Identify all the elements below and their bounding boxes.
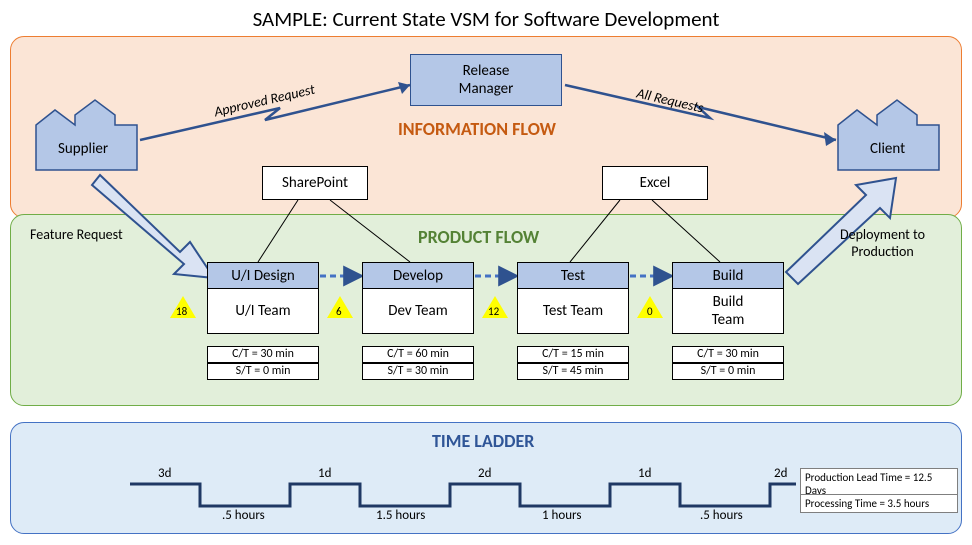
release-manager: Release Manager <box>410 54 562 106</box>
proc-test: Test Test Team <box>517 262 629 334</box>
proc-build: Build Build Team <box>672 262 784 334</box>
m-dev-st: S/T = 30 min <box>362 363 474 380</box>
lb3: .5 hours <box>700 508 743 523</box>
m-ui-st: S/T = 0 min <box>207 363 319 380</box>
m-dev-ct: C/T = 60 min <box>362 346 474 363</box>
lb2: 1 hours <box>542 508 581 523</box>
inv-dev-v: 6 <box>336 305 342 318</box>
proc-build-hdr: Build <box>673 263 783 289</box>
lt0: 3d <box>158 466 171 481</box>
inv-ui-v: 18 <box>176 305 187 318</box>
m-ui-ct: C/T = 30 min <box>207 346 319 363</box>
lb1: 1.5 hours <box>376 508 425 523</box>
inv-test-v: 12 <box>488 305 499 318</box>
proc-build-team: Build Team <box>673 289 783 333</box>
proc-ui-hdr: U/I Design <box>208 263 318 289</box>
proc-test-hdr: Test <box>518 263 628 289</box>
m-build-ct: C/T = 30 min <box>672 346 784 363</box>
m-test-st: S/T = 45 min <box>517 363 629 380</box>
summary-proc: Processing Time = 3.5 hours <box>800 494 958 513</box>
excel-box: Excel <box>602 166 708 200</box>
lt4: 2d <box>774 466 787 481</box>
lt2: 2d <box>478 466 491 481</box>
proc-dev: Develop Dev Team <box>362 262 474 334</box>
lt1: 1d <box>318 466 331 481</box>
client-text: Client <box>870 140 905 158</box>
info-label: INFORMATION FLOW <box>398 118 556 140</box>
proc-dev-team: Dev Team <box>363 289 473 333</box>
sharepoint-box: SharePoint <box>262 166 368 200</box>
product-label: PRODUCT FLOW <box>418 226 539 248</box>
inv-build-v: 0 <box>647 305 653 318</box>
deploy-label: Deployment to Production <box>840 226 925 260</box>
lb0: .5 hours <box>222 508 265 523</box>
lt3: 1d <box>638 466 651 481</box>
ladder-label: TIME LADDER <box>432 430 534 452</box>
proc-ui-team: U/I Team <box>208 289 318 333</box>
proc-ui: U/I Design U/I Team <box>207 262 319 334</box>
proc-test-team: Test Team <box>518 289 628 333</box>
vsm-title: SAMPLE: Current State VSM for Software D… <box>0 6 972 32</box>
m-build-st: S/T = 0 min <box>672 363 784 380</box>
proc-dev-hdr: Develop <box>363 263 473 289</box>
m-test-ct: C/T = 15 min <box>517 346 629 363</box>
feature-label: Feature Request <box>30 226 123 243</box>
supplier-text: Supplier <box>58 140 108 158</box>
